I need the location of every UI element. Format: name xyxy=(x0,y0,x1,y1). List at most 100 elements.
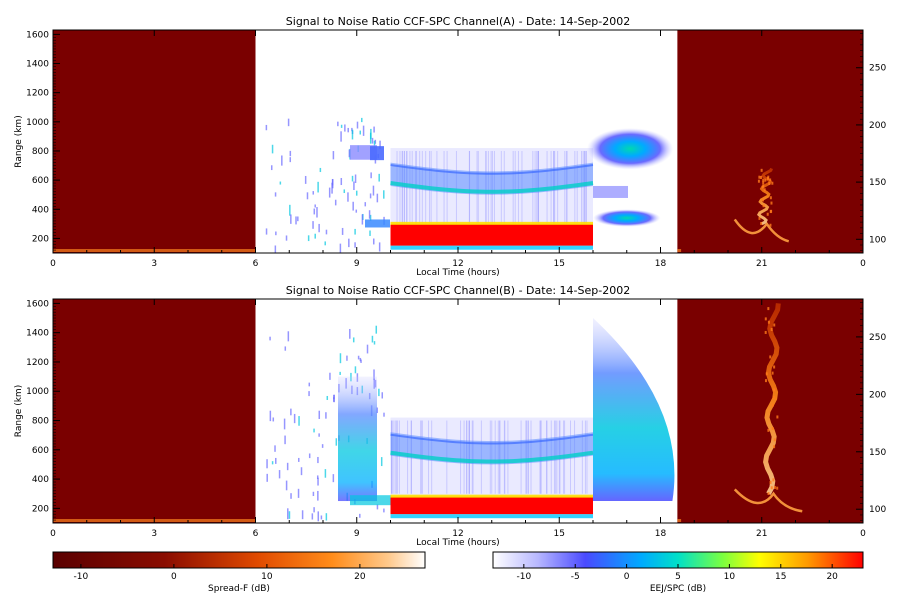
eej-band-lower-edge xyxy=(390,245,593,250)
morning-low-band xyxy=(350,495,391,506)
colorbar-tick-label: 15 xyxy=(775,572,786,582)
plume-speck xyxy=(769,355,772,359)
speckle xyxy=(317,490,319,501)
speckle xyxy=(356,121,359,129)
y-tick-label: 1400 xyxy=(26,60,49,70)
speckle xyxy=(354,228,356,235)
speckle xyxy=(285,480,288,491)
colorbar-gradient xyxy=(52,551,426,569)
speckle xyxy=(339,353,342,364)
speckle xyxy=(316,475,319,479)
speckle xyxy=(371,137,374,144)
speckle xyxy=(329,372,331,380)
colorbar-tick-label: -10 xyxy=(516,572,531,582)
plume-speck xyxy=(773,365,776,369)
spread-f-bottom-echo xyxy=(677,519,682,522)
speckle xyxy=(288,511,291,519)
x-tick-label: 21 xyxy=(756,259,767,269)
speckle xyxy=(274,245,277,254)
speckle xyxy=(355,209,358,213)
eej-band-lower-edge xyxy=(390,514,593,519)
colorbar-tick-label: 10 xyxy=(261,572,273,582)
eej-band xyxy=(390,496,593,515)
speckle xyxy=(312,221,314,229)
striation xyxy=(396,420,398,494)
colorbar-label: EEJ/SPC (dB) xyxy=(650,584,706,594)
speckle xyxy=(372,185,375,196)
plume-speck xyxy=(767,307,770,311)
plume-speck xyxy=(764,330,767,334)
plume-speck xyxy=(760,222,763,226)
x-tick-label: 21 xyxy=(756,529,767,539)
plume-speck xyxy=(767,492,770,496)
speckle xyxy=(317,456,319,464)
speckle xyxy=(301,510,304,520)
speckle xyxy=(376,407,378,414)
plume-speck xyxy=(772,478,775,482)
morning-low-patch xyxy=(365,219,390,228)
noise-speckles xyxy=(265,117,385,254)
colorbar-tick-label: 10 xyxy=(724,572,736,582)
chart-title: Signal to Noise Ratio CCF-SPC Channel(A)… xyxy=(286,15,630,28)
x-tick-label: 6 xyxy=(253,259,259,269)
speckle xyxy=(295,216,297,225)
x-tick-label: 0 xyxy=(860,259,866,269)
y-tick-label: 1200 xyxy=(26,89,49,99)
plume-speck xyxy=(776,415,779,419)
y-tick-label: 1600 xyxy=(26,30,49,40)
speckle xyxy=(357,355,360,360)
colorbar-tick-label: 5 xyxy=(675,572,681,582)
speckle xyxy=(359,513,361,518)
speckle xyxy=(344,124,346,132)
speckle xyxy=(304,175,307,184)
speckle xyxy=(359,130,362,135)
striation xyxy=(398,420,400,494)
speckle xyxy=(318,223,320,233)
striation xyxy=(585,150,587,224)
striation xyxy=(390,420,392,494)
speckle xyxy=(348,149,351,158)
x-tick-label: 12 xyxy=(452,259,463,269)
y-tick-label: 1000 xyxy=(26,387,49,397)
speckle xyxy=(298,416,300,426)
eej-band-edge xyxy=(390,221,593,225)
speckle xyxy=(376,504,379,510)
plume-speck xyxy=(764,178,767,182)
speckle xyxy=(290,214,292,224)
speckle xyxy=(266,459,268,469)
chart-title: Signal to Noise Ratio CCF-SPC Channel(B)… xyxy=(286,284,630,297)
plume-speck xyxy=(772,395,775,399)
speckle xyxy=(381,392,384,399)
speckle xyxy=(352,337,355,343)
speckle xyxy=(318,433,320,437)
y-tick-label: 800 xyxy=(32,147,49,157)
speckle xyxy=(308,453,311,459)
plume-speck xyxy=(769,178,772,182)
speckle xyxy=(332,151,335,160)
afternoon-column xyxy=(593,318,675,502)
afternoon-patch xyxy=(587,128,674,170)
plume-speck xyxy=(770,201,773,205)
speckle xyxy=(354,242,356,248)
speckle xyxy=(308,391,310,397)
speckle xyxy=(349,328,351,339)
plume-arc xyxy=(733,488,803,513)
plume-speck xyxy=(771,181,774,185)
speckle xyxy=(383,508,385,513)
colorbar-left: -10 0 10 20 Spread-F (dB) xyxy=(52,551,426,594)
speckle xyxy=(281,155,283,166)
speckle xyxy=(325,229,328,235)
striation xyxy=(396,420,398,494)
y-right-tick-label: 100 xyxy=(869,235,886,245)
speckle xyxy=(324,241,326,246)
speckle xyxy=(266,473,268,482)
speckle xyxy=(340,124,343,128)
plume-speck xyxy=(770,327,773,331)
speckle xyxy=(373,341,376,345)
speckle xyxy=(361,117,363,123)
spread-f-plume xyxy=(733,303,803,513)
speckle xyxy=(289,150,292,157)
plume-speck xyxy=(769,480,772,484)
speckle xyxy=(364,202,367,207)
